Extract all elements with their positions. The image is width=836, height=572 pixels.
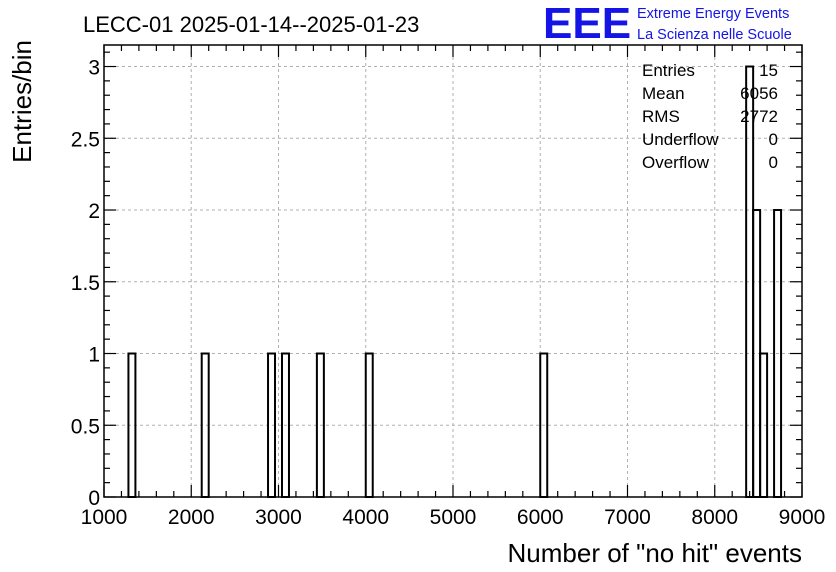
x-tick-label: 8000 <box>691 506 738 529</box>
stats-box: Entries 15 Mean 6056 RMS 2772 Underflow 0 Overfl… <box>642 61 778 172</box>
x-tick-label: 1000 <box>81 506 128 529</box>
stats-value: 15 <box>759 61 778 80</box>
y-tick-label: 1 <box>88 344 100 367</box>
y-tick-label: 0 <box>88 487 100 510</box>
stats-label: Underflow <box>642 130 719 149</box>
x-tick-label: 9000 <box>779 506 826 529</box>
x-tick-label: 5000 <box>430 506 477 529</box>
x-axis-ticks: 1000 2000 3000 4000 5000 6000 7000 8000 9000 <box>81 45 826 529</box>
logo-line-2: La Scienza nelle Scuole <box>637 27 792 43</box>
logo-letters: EEE <box>543 0 631 48</box>
eee-logo: EEE Extreme Energy Events La Scienza nel… <box>543 0 792 48</box>
y-tick-label: 1.5 <box>71 272 100 295</box>
stats-value: 0 <box>769 153 778 172</box>
x-tick-label: 3000 <box>255 506 302 529</box>
x-tick-label: 4000 <box>342 506 389 529</box>
logo-line-1: Extreme Energy Events <box>637 6 789 22</box>
stats-value: 2772 <box>740 107 778 126</box>
y-tick-label: 3 <box>88 57 100 80</box>
y-tick-label: 2 <box>88 200 100 223</box>
grid <box>103 45 803 498</box>
y-axis-ticks: 0 0.5 1 1.5 2 2.5 3 <box>71 51 802 510</box>
stats-label: Mean <box>642 84 685 103</box>
x-tick-label: 6000 <box>517 506 564 529</box>
x-tick-label: 7000 <box>604 506 651 529</box>
x-tick-label: 2000 <box>168 506 215 529</box>
y-tick-label: 0.5 <box>71 415 100 438</box>
chart-title: LECC-01 2025-01-14--2025-01-23 <box>83 12 419 37</box>
y-axis-label: Entries/bin <box>7 40 37 163</box>
stats-value: 0 <box>769 130 778 149</box>
stats-label: Overflow <box>642 153 710 172</box>
stats-value: 6056 <box>740 84 778 103</box>
stats-label: RMS <box>642 107 680 126</box>
stats-label: Entries <box>642 61 695 80</box>
x-axis-label: Number of "no hit" events <box>508 538 803 568</box>
y-tick-label: 2.5 <box>71 128 100 151</box>
